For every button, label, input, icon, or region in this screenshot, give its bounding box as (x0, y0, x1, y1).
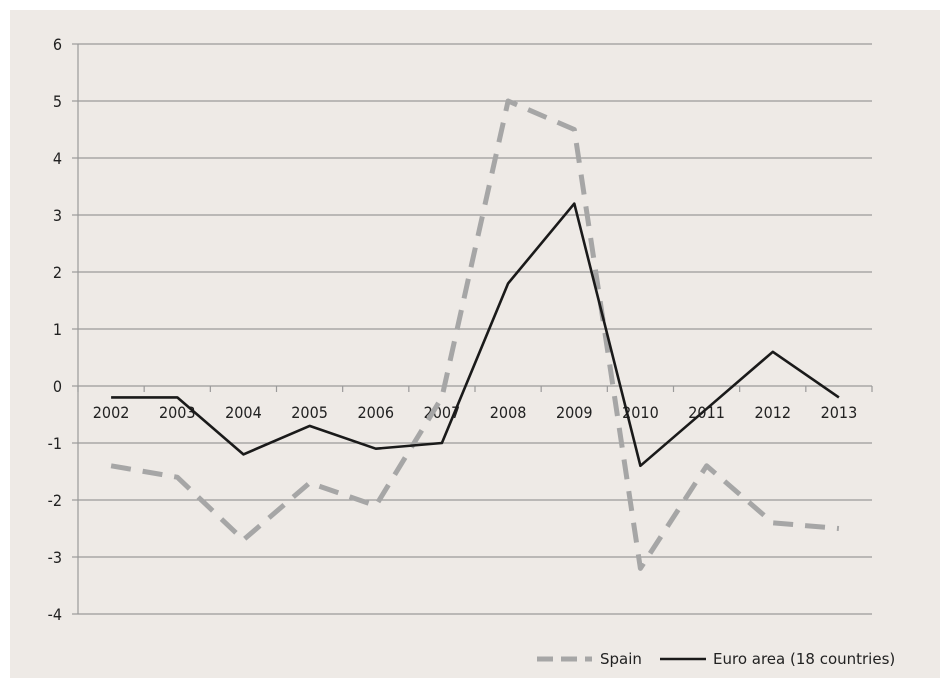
x-tick-label: 2009 (556, 403, 593, 422)
y-tick-label: 1 (53, 320, 62, 339)
y-tick-label: 3 (53, 206, 62, 225)
y-tick-label: -1 (48, 434, 62, 453)
x-tick-label: 2006 (357, 403, 394, 422)
series-lines (110, 98, 840, 571)
y-axis-ticks: -4 -3 -2 -1 0 1 2 3 4 5 6 (48, 35, 62, 624)
x-axis: 2002 2003 2004 2005 2006 2007 2008 2009 2010 2011… (77, 386, 873, 422)
chart-background (10, 10, 940, 678)
series-line-1 (110, 98, 840, 571)
x-tick-label: 2012 (754, 403, 791, 422)
legend-label: Spain (600, 650, 642, 668)
gridlines (72, 43, 872, 615)
y-tick-label: 6 (53, 35, 62, 54)
x-tick-label: 2003 (159, 403, 196, 422)
x-tick-label: 2004 (225, 403, 262, 422)
x-tick-label: 2002 (93, 403, 130, 422)
legend-label: Euro area (18 countries) (713, 650, 895, 668)
y-tick-label: -2 (48, 491, 62, 510)
y-tick-label: -4 (48, 605, 62, 624)
y-tick-label: -3 (48, 548, 62, 567)
x-tick-label: 2010 (622, 403, 659, 422)
y-tick-label: 0 (53, 377, 62, 396)
x-tick-label: 2008 (490, 403, 527, 422)
y-tick-label: 5 (53, 92, 62, 111)
legend: Spain Euro area (18 countries) (537, 650, 895, 668)
series-line-2 (111, 202, 840, 468)
y-tick-label: 2 (53, 263, 62, 282)
x-tick-label: 2013 (821, 403, 858, 422)
y-tick-label: 4 (53, 149, 62, 168)
x-tick-label: 2005 (291, 403, 328, 422)
